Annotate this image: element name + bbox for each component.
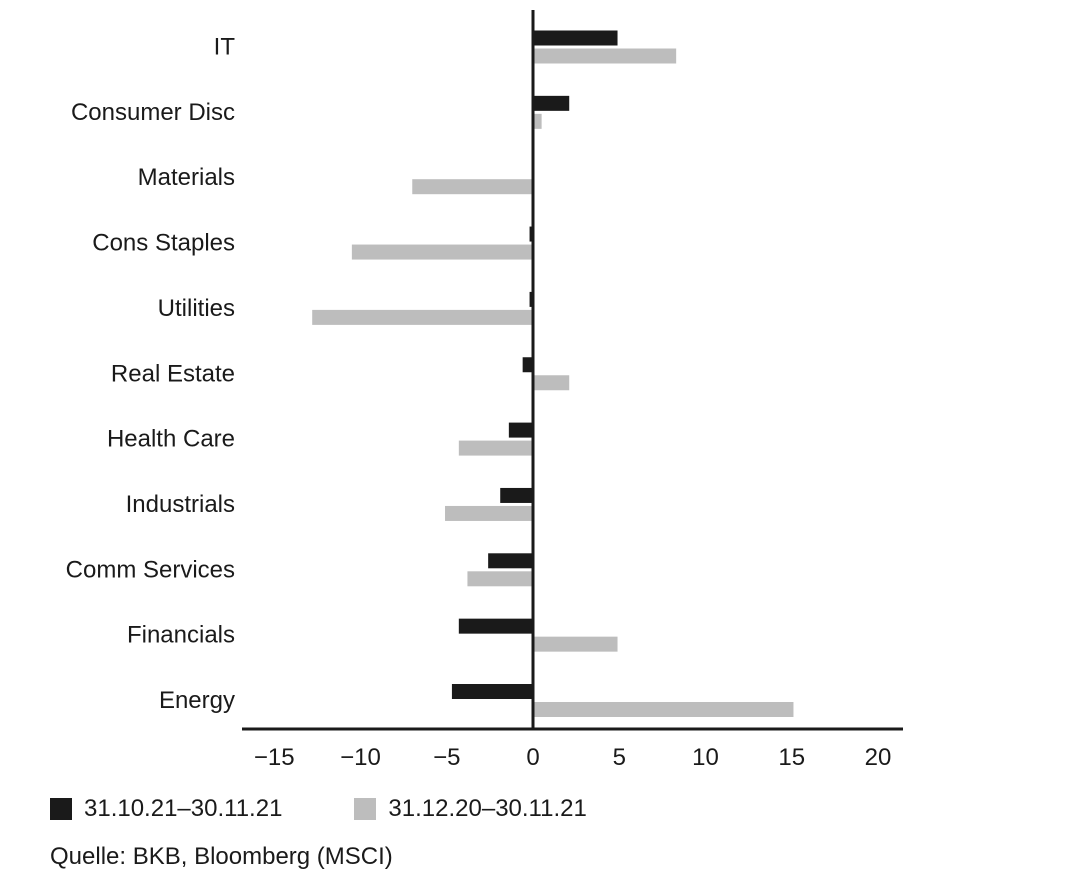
x-tick-label: 20: [865, 744, 892, 771]
x-tick-label: −10: [340, 744, 381, 771]
category-label: Real Estate: [111, 360, 235, 387]
category-label: Comm Services: [66, 556, 235, 583]
category-label: Materials: [138, 164, 235, 191]
tick-labels: −15 −10 −5 0 5 10 15 20: [254, 744, 891, 771]
x-tick-label: −15: [254, 744, 295, 771]
legend-swatch-series-1: [50, 798, 72, 820]
category-label: IT: [214, 34, 236, 61]
bar-series-1: [529, 291, 533, 307]
legend-label-series-1: 31.10.21–30.11.21: [84, 795, 283, 822]
x-tick-label: 0: [526, 744, 539, 771]
x-tick-label: 15: [778, 744, 805, 771]
legend-swatch-series-2: [354, 798, 377, 820]
category-label: Cons Staples: [92, 230, 235, 257]
bar-series-1: [522, 357, 533, 373]
x-tick-label: −5: [433, 744, 460, 771]
bar-series-1: [458, 618, 533, 634]
legend: 31.10.21–30.11.21 31.12.20–30.11.21: [50, 795, 659, 823]
bar-series-1: [488, 553, 533, 569]
bar-series-1: [533, 95, 570, 111]
x-tick-label: 10: [692, 744, 719, 771]
category-label: Energy: [159, 687, 235, 714]
bar-series-2: [412, 179, 533, 195]
bar-series-2: [533, 636, 618, 652]
legend-label-series-2: 31.12.20–30.11.21: [388, 795, 587, 822]
category-label: Utilities: [158, 295, 235, 322]
bar-series-2: [445, 505, 533, 521]
category-label: Industrials: [126, 491, 235, 518]
legend-item-series-1: 31.10.21–30.11.21: [50, 795, 282, 823]
bar-series-2: [458, 440, 533, 456]
bar-series-1: [451, 684, 533, 699]
legend-item-series-2: 31.12.20–30.11.21: [354, 795, 587, 823]
bar-series-1: [508, 422, 533, 438]
bar-series-1: [529, 226, 533, 242]
bar-series-2: [467, 571, 533, 587]
x-tick-label: 5: [613, 744, 626, 771]
bar-series-2: [533, 702, 794, 717]
bars: [312, 30, 794, 717]
bar-series-2: [533, 113, 542, 129]
category-label: Consumer Disc: [71, 99, 235, 126]
bar-series-1: [500, 487, 533, 503]
axes: [242, 10, 903, 731]
bar-series-2: [533, 375, 570, 391]
category-labels: IT Consumer Disc Materials Cons Staples Util…: [66, 34, 236, 715]
bar-series-1: [533, 30, 618, 46]
bar-series-2: [312, 309, 533, 325]
category-label: Financials: [127, 622, 235, 649]
bar-series-2: [533, 48, 677, 64]
bar-series-2: [351, 244, 533, 260]
source-note: Quelle: BKB, Bloomberg (MSCI): [50, 843, 393, 870]
bar-chart: IT Consumer Disc Materials Cons Staples Util…: [66, 10, 903, 771]
category-label: Health Care: [107, 426, 235, 453]
